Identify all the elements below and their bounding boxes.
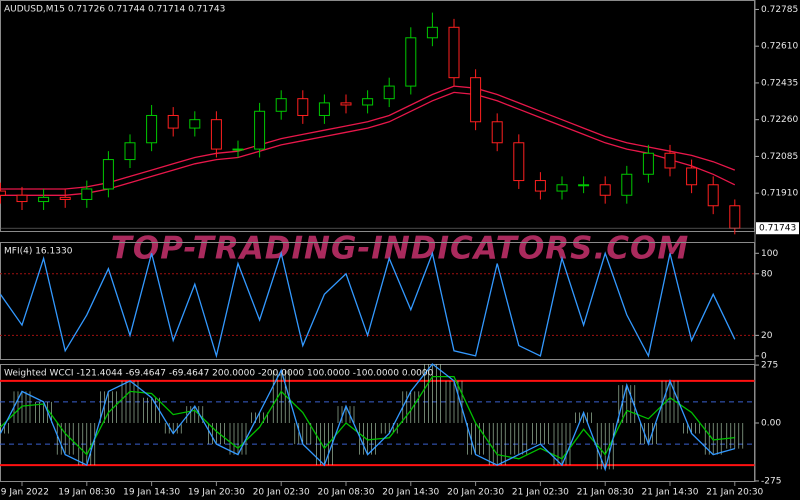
candle-body xyxy=(59,196,71,200)
y-tick-label: 0.72260 xyxy=(761,115,798,125)
y-tick-label: 20 xyxy=(761,331,773,341)
candle-body xyxy=(707,184,719,207)
x-tick-label: 19 Jan 14:30 xyxy=(123,488,180,498)
candle-body xyxy=(362,98,374,106)
panel-border xyxy=(0,364,755,482)
panel-title: MFI(4) 16.1330 xyxy=(4,247,73,257)
x-tick-label: 21 Jan 20:30 xyxy=(706,488,763,498)
y-tick-label: 100 xyxy=(761,249,778,259)
last-price-label: 0.71743 xyxy=(759,224,796,234)
panel-title: AUDUSD,M15 0.71726 0.71744 0.71714 0.717… xyxy=(4,5,225,15)
candle-body xyxy=(621,173,633,196)
candle-body xyxy=(102,159,114,190)
candle-body xyxy=(534,180,546,192)
y-tick-label: 0.71910 xyxy=(761,189,798,199)
last-price-box xyxy=(756,222,799,235)
watermark: TOP-TRADING-INDICATORS.COM xyxy=(111,231,689,267)
candle-body xyxy=(254,110,266,150)
panel-title: Weighted WCCI -121.4044 -69.4647 -69.464… xyxy=(4,369,434,379)
x-tick-label: 20 Jan 20:30 xyxy=(447,488,504,498)
candle-body xyxy=(470,77,482,123)
candle-body xyxy=(405,37,417,87)
candle-body xyxy=(210,119,222,150)
y-tick-label: 0.72785 xyxy=(761,5,798,15)
candle-body xyxy=(275,98,287,112)
y-tick-label: 0 xyxy=(761,351,767,361)
candle-body xyxy=(642,152,654,175)
y-tick-label: 0.72085 xyxy=(761,152,798,162)
y-tick-label: 275 xyxy=(761,361,778,371)
x-tick-label: 19 Jan 2022 xyxy=(0,488,49,498)
x-tick-label: 20 Jan 08:30 xyxy=(318,488,375,498)
candle-body xyxy=(599,184,611,196)
candle-body xyxy=(556,184,568,192)
y-tick-label: 0.72435 xyxy=(761,78,798,88)
candle-body xyxy=(729,205,741,229)
candle-body xyxy=(232,148,244,151)
candle-body xyxy=(189,119,201,129)
x-tick-label: 20 Jan 02:30 xyxy=(253,488,310,498)
moving-average xyxy=(0,85,736,190)
candle-body xyxy=(426,26,438,39)
candle-body xyxy=(81,188,93,200)
y-tick-label: -275 xyxy=(761,476,781,486)
candle-body xyxy=(383,85,395,100)
candle-body xyxy=(167,114,179,129)
candle-body xyxy=(124,142,136,161)
candle-body xyxy=(16,194,28,203)
candle-body xyxy=(146,114,158,144)
candle-body xyxy=(0,190,6,196)
x-tick-label: 21 Jan 14:30 xyxy=(642,488,699,498)
candle-body xyxy=(318,102,330,116)
candle-body xyxy=(491,121,503,144)
y-tick-label: 0.72610 xyxy=(761,42,798,52)
x-tick-label: 21 Jan 02:30 xyxy=(512,488,569,498)
x-tick-label: 19 Jan 08:30 xyxy=(58,488,115,498)
y-tick-label: 0.00 xyxy=(761,419,781,429)
x-tick-label: 19 Jan 20:30 xyxy=(188,488,245,498)
candle-body xyxy=(664,152,676,169)
candle-body xyxy=(38,196,50,203)
indicator-line xyxy=(0,250,736,359)
candle-body xyxy=(513,142,525,182)
moving-average xyxy=(0,91,736,196)
indicator-line xyxy=(0,363,735,472)
candle-body xyxy=(578,184,590,187)
y-tick-label: 80 xyxy=(761,269,773,279)
candle-body xyxy=(448,26,460,79)
candle-body xyxy=(686,167,698,186)
x-tick-label: 21 Jan 08:30 xyxy=(577,488,634,498)
candle-body xyxy=(340,102,352,106)
x-tick-label: 20 Jan 14:30 xyxy=(382,488,439,498)
candle-body xyxy=(297,98,309,116)
panel-border xyxy=(0,0,755,232)
